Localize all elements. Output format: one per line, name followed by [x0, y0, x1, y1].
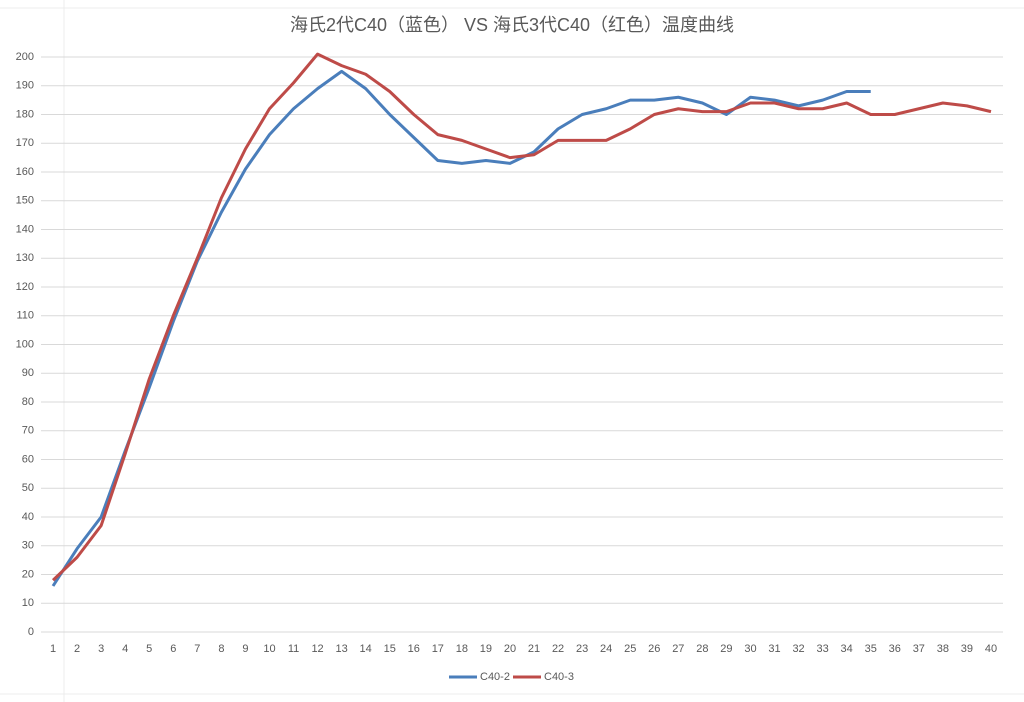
y-tick-label: 110 [16, 310, 34, 322]
legend-label: C40-2 [480, 671, 510, 683]
legend-label: C40-3 [544, 671, 574, 683]
x-tick-label: 7 [194, 643, 200, 655]
y-tick-label: 30 [22, 540, 34, 552]
x-tick-label: 31 [768, 643, 780, 655]
y-tick-label: 50 [22, 482, 34, 494]
y-tick-label: 40 [22, 511, 34, 523]
x-tick-label: 40 [985, 643, 997, 655]
x-tick-label: 9 [242, 643, 248, 655]
x-tick-label: 13 [336, 643, 348, 655]
y-tick-label: 80 [22, 396, 34, 408]
y-tick-label: 130 [16, 252, 34, 264]
x-tick-label: 14 [360, 643, 372, 655]
x-tick-label: 1 [50, 643, 56, 655]
y-tick-label: 90 [22, 367, 34, 379]
x-tick-label: 25 [624, 643, 636, 655]
y-tick-label: 0 [28, 626, 34, 638]
y-tick-label: 70 [22, 425, 34, 437]
x-tick-label: 6 [170, 643, 176, 655]
y-tick-label: 10 [22, 597, 34, 609]
x-tick-label: 17 [432, 643, 444, 655]
x-tick-label: 32 [792, 643, 804, 655]
x-tick-label: 5 [146, 643, 152, 655]
x-tick-label: 11 [288, 643, 299, 655]
x-tick-label: 37 [913, 643, 925, 655]
y-tick-label: 120 [16, 281, 34, 293]
x-tick-label: 33 [817, 643, 829, 655]
x-tick-label: 24 [600, 643, 612, 655]
x-tick-label: 12 [311, 643, 323, 655]
x-tick-label: 16 [408, 643, 420, 655]
y-tick-label: 170 [16, 137, 34, 149]
x-tick-label: 3 [98, 643, 104, 655]
x-tick-label: 23 [576, 643, 588, 655]
x-tick-label: 39 [961, 643, 973, 655]
x-tick-label: 2 [74, 643, 80, 655]
y-tick-label: 160 [16, 166, 34, 178]
x-tick-label: 29 [720, 643, 732, 655]
x-tick-label: 15 [384, 643, 396, 655]
y-tick-label: 200 [16, 51, 34, 63]
x-tick-label: 19 [480, 643, 492, 655]
y-tick-label: 60 [22, 453, 34, 465]
x-tick-label: 21 [528, 643, 540, 655]
y-tick-label: 100 [16, 338, 34, 350]
x-tick-label: 8 [218, 643, 224, 655]
x-tick-label: 18 [456, 643, 468, 655]
x-tick-label: 38 [937, 643, 949, 655]
x-tick-label: 36 [889, 643, 901, 655]
x-tick-label: 20 [504, 643, 516, 655]
x-tick-label: 28 [696, 643, 708, 655]
x-tick-label: 22 [552, 643, 564, 655]
y-tick-label: 140 [16, 223, 34, 235]
x-tick-label: 26 [648, 643, 660, 655]
y-tick-label: 150 [16, 195, 34, 207]
series-line [51, 69, 871, 587]
x-tick-label: 10 [263, 643, 275, 655]
x-tick-label: 27 [672, 643, 684, 655]
series-line [51, 52, 992, 582]
x-tick-label: 35 [865, 643, 877, 655]
x-tick-label: 4 [122, 643, 128, 655]
y-tick-label: 20 [22, 568, 34, 580]
y-tick-label: 190 [16, 80, 34, 92]
chart-title: 海氏2代C40（蓝色） VS 海氏3代C40（红色）温度曲线 [290, 15, 734, 35]
x-tick-label: 30 [744, 643, 756, 655]
y-tick-label: 180 [16, 108, 34, 120]
x-tick-label: 34 [841, 643, 853, 655]
